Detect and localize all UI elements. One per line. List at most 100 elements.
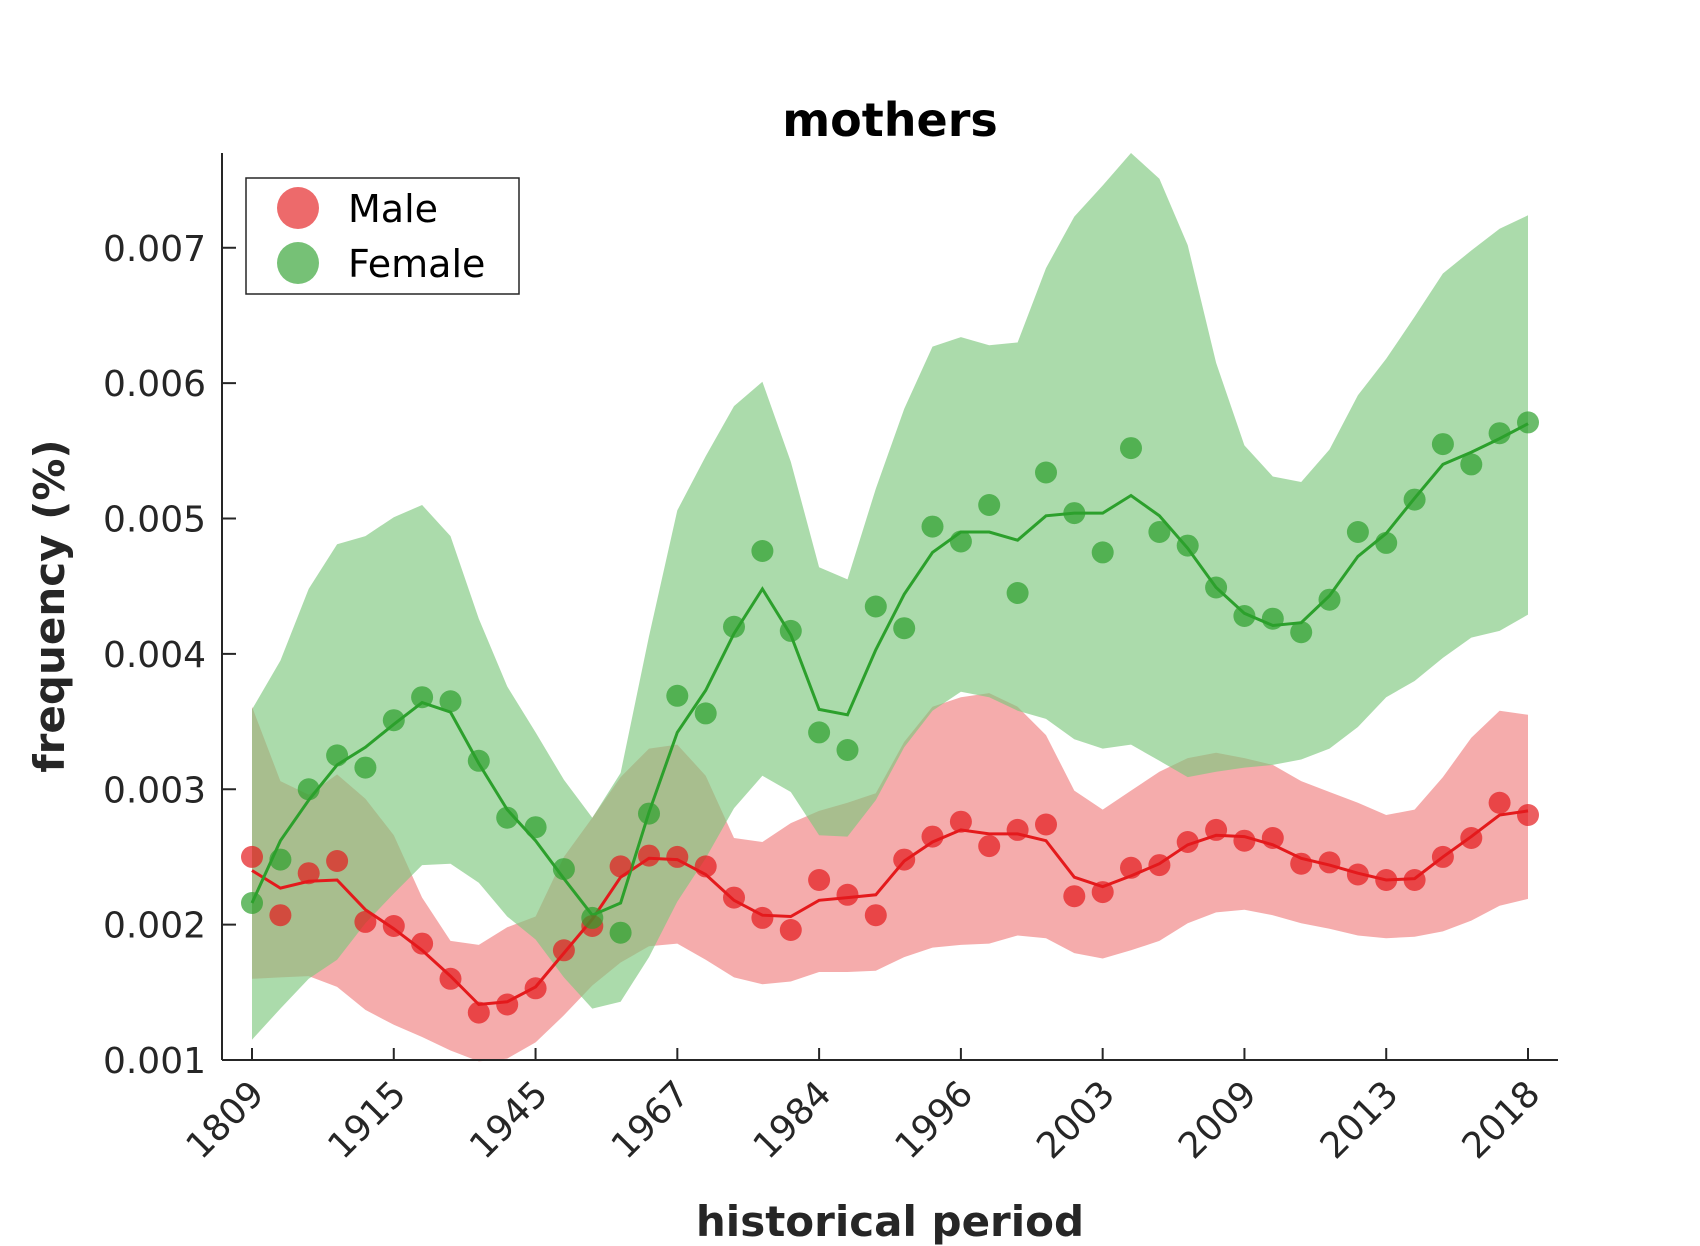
smoothed-lines xyxy=(250,422,1529,1007)
female-data-point xyxy=(524,816,547,839)
male-data-point xyxy=(1261,827,1284,849)
male-data-point xyxy=(779,919,802,941)
legend-label-female: Female xyxy=(348,242,485,286)
female-data-point xyxy=(382,709,405,732)
x-ticks: 1809 1915 1945 1967 1984 1996 2003 2009 2013 2018 xyxy=(179,1048,1548,1167)
y-tick-label: 0.004 xyxy=(103,635,206,676)
y-tick-label: 0.002 xyxy=(103,906,206,947)
y-ticks: 0.001 0.002 0.003 0.004 0.005 0.006 0.007 xyxy=(103,229,236,1082)
male-data-point xyxy=(1517,804,1539,826)
male-data-point xyxy=(1318,851,1341,874)
female-data-point xyxy=(269,848,292,871)
y-axis-title: frequency (%) xyxy=(25,439,74,772)
male-data-point xyxy=(552,939,575,962)
female-data-point xyxy=(1205,576,1228,599)
male-data-point xyxy=(751,906,774,929)
female-data-point xyxy=(1375,531,1398,554)
male-data-point xyxy=(694,855,717,878)
female-data-point xyxy=(1346,521,1369,543)
female-data-point xyxy=(921,515,944,538)
female-data-point xyxy=(1035,461,1057,484)
female-data-point xyxy=(808,721,831,744)
female-data-point xyxy=(1063,502,1086,525)
male-data-point xyxy=(1006,818,1029,841)
female-smoothed-line xyxy=(250,422,1529,918)
male-data-point xyxy=(836,883,859,906)
female-data-point xyxy=(1120,437,1142,460)
male-data-point xyxy=(864,904,887,927)
y-tick-label: 0.006 xyxy=(103,364,206,405)
female-data-point xyxy=(1460,453,1483,476)
male-data-point xyxy=(354,910,377,933)
male-data-point xyxy=(666,845,689,868)
female-data-point xyxy=(1290,621,1313,644)
male-data-point xyxy=(1176,831,1199,853)
female-data-point xyxy=(836,739,859,761)
legend-marker-female xyxy=(277,242,319,284)
x-tick-label: 2003 xyxy=(1029,1073,1123,1167)
male-data-point xyxy=(1460,827,1483,849)
male-data-point xyxy=(893,848,916,871)
female-data-point xyxy=(354,756,377,779)
legend: Male Female xyxy=(245,177,520,295)
male-data-point xyxy=(1233,829,1256,852)
male-data-point xyxy=(1488,791,1511,814)
male-data-point xyxy=(1346,863,1369,886)
male-data-point xyxy=(1035,813,1057,836)
y-tick-label: 0.005 xyxy=(103,500,206,541)
female-data-point xyxy=(1517,411,1539,434)
axes xyxy=(221,153,1558,1061)
legend-label-male: Male xyxy=(348,187,438,231)
male-data-point xyxy=(1148,854,1171,877)
y-tick-label: 0.001 xyxy=(103,1041,206,1082)
male-data-point xyxy=(241,845,263,868)
female-data-point xyxy=(1233,605,1256,627)
female-data-point xyxy=(1006,582,1029,604)
x-tick-label: 1915 xyxy=(320,1073,414,1167)
chart-title: mothers xyxy=(782,93,998,147)
male-data-point xyxy=(496,993,519,1016)
male-data-point xyxy=(269,904,292,927)
female-data-point xyxy=(1431,433,1454,456)
female-confidence-band xyxy=(252,153,1528,1040)
male-data-point xyxy=(1063,885,1086,908)
female-data-point xyxy=(779,619,802,642)
data-points xyxy=(241,411,1539,1024)
male-data-point xyxy=(949,810,972,833)
x-tick-label: 2009 xyxy=(1171,1073,1265,1167)
male-data-point xyxy=(439,967,462,990)
male-data-point xyxy=(1091,881,1114,904)
female-data-point xyxy=(297,778,320,801)
x-tick-label: 2013 xyxy=(1313,1073,1407,1167)
male-data-point xyxy=(467,1001,490,1024)
female-data-point xyxy=(326,744,349,767)
male-data-point xyxy=(524,977,547,1000)
female-data-point xyxy=(751,540,774,562)
female-data-point xyxy=(1403,488,1426,511)
male-data-point xyxy=(609,855,632,878)
y-tick-label: 0.007 xyxy=(103,229,206,270)
x-tick-label: 1945 xyxy=(462,1073,556,1167)
male-data-point xyxy=(1120,856,1142,879)
female-data-point xyxy=(609,921,632,944)
female-data-point xyxy=(1488,422,1511,445)
x-tick-label: 1967 xyxy=(604,1073,698,1167)
male-data-point xyxy=(411,932,434,955)
male-data-point xyxy=(978,835,1001,858)
x-tick-label: 1996 xyxy=(887,1073,981,1167)
male-data-point xyxy=(382,915,405,937)
y-tick-label: 0.003 xyxy=(103,770,206,811)
female-data-point xyxy=(864,595,887,618)
female-data-point xyxy=(694,702,717,725)
male-data-point xyxy=(297,862,320,885)
female-data-point xyxy=(439,690,462,713)
female-data-point xyxy=(581,906,604,929)
female-data-point xyxy=(1318,588,1341,611)
male-data-point xyxy=(326,850,349,872)
female-data-point xyxy=(893,617,916,640)
female-data-point xyxy=(496,806,519,829)
female-data-point xyxy=(241,892,263,914)
legend-marker-male xyxy=(277,187,319,229)
male-data-point xyxy=(1403,869,1426,891)
female-data-point xyxy=(1261,607,1284,630)
